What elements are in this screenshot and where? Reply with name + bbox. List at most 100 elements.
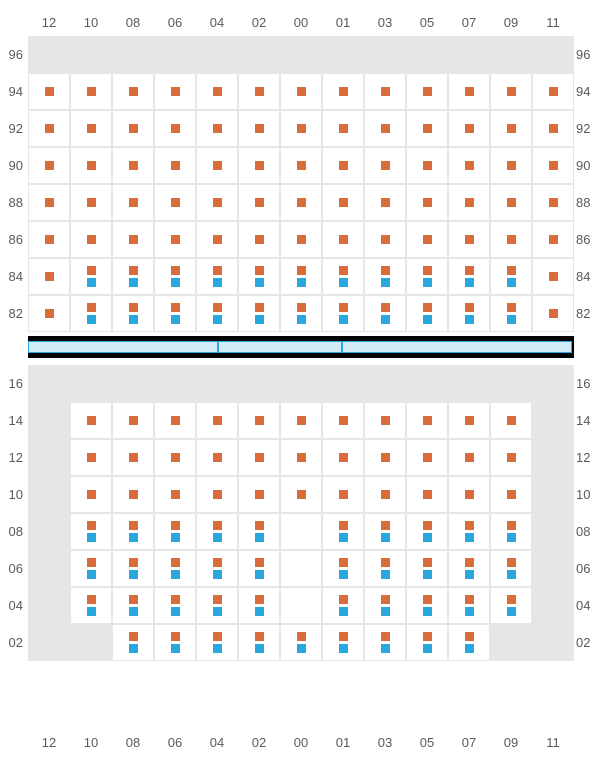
grid-cell	[532, 36, 574, 73]
marker-orange	[171, 161, 180, 170]
marker-orange	[339, 521, 348, 530]
grid-cell	[448, 365, 490, 402]
marker-orange	[129, 87, 138, 96]
marker-blue	[381, 533, 390, 542]
grid-cell	[364, 36, 406, 73]
marker-blue	[465, 607, 474, 616]
marker-orange	[465, 266, 474, 275]
marker-orange	[549, 309, 558, 318]
row-label-left: 14	[3, 413, 23, 428]
row-label-right: 86	[576, 232, 596, 247]
marker-blue	[381, 570, 390, 579]
col-label-bottom: 05	[417, 735, 437, 750]
marker-orange	[213, 124, 222, 133]
marker-blue	[255, 644, 264, 653]
grid-cell	[322, 36, 364, 73]
row-label-left: 86	[3, 232, 23, 247]
marker-orange	[129, 490, 138, 499]
marker-blue	[507, 278, 516, 287]
marker-blue	[129, 278, 138, 287]
grid-cell	[364, 295, 406, 332]
marker-orange	[171, 416, 180, 425]
marker-orange	[507, 87, 516, 96]
marker-orange	[465, 453, 474, 462]
marker-orange	[213, 198, 222, 207]
grid-cell	[238, 550, 280, 587]
grid-cell	[70, 365, 112, 402]
grid-cell	[196, 258, 238, 295]
marker-orange	[129, 303, 138, 312]
marker-orange	[423, 521, 432, 530]
marker-orange	[129, 416, 138, 425]
marker-orange	[549, 198, 558, 207]
rack-diagram: 1212101008080606040402020000010103030505…	[0, 0, 600, 760]
grid-cell	[154, 295, 196, 332]
marker-orange	[129, 453, 138, 462]
grid-cell	[280, 295, 322, 332]
marker-blue	[129, 644, 138, 653]
col-label-bottom: 07	[459, 735, 479, 750]
marker-orange	[339, 453, 348, 462]
marker-orange	[339, 595, 348, 604]
marker-orange	[297, 87, 306, 96]
row-label-left: 10	[3, 487, 23, 502]
col-label-bottom: 10	[81, 735, 101, 750]
row-label-right: 84	[576, 269, 596, 284]
marker-orange	[423, 124, 432, 133]
marker-blue	[423, 278, 432, 287]
grid-cell	[196, 624, 238, 661]
col-label-bottom: 02	[249, 735, 269, 750]
marker-blue	[507, 570, 516, 579]
grid-cell	[154, 550, 196, 587]
marker-orange	[465, 490, 474, 499]
grid-cell	[238, 295, 280, 332]
marker-orange	[423, 266, 432, 275]
grid-cell	[112, 295, 154, 332]
grid-cell	[322, 513, 364, 550]
marker-orange	[423, 490, 432, 499]
marker-blue	[87, 278, 96, 287]
marker-blue	[507, 533, 516, 542]
marker-orange	[45, 124, 54, 133]
col-label-bottom: 11	[543, 735, 563, 750]
grid-cell	[28, 587, 70, 624]
row-label-left: 88	[3, 195, 23, 210]
marker-orange	[129, 595, 138, 604]
grid-cell	[28, 513, 70, 550]
grid-cell	[364, 587, 406, 624]
marker-orange	[507, 558, 516, 567]
marker-orange	[423, 235, 432, 244]
grid-cell	[70, 258, 112, 295]
grid-cell	[448, 550, 490, 587]
grid-cell	[112, 624, 154, 661]
grid-cell	[406, 513, 448, 550]
marker-orange	[381, 235, 390, 244]
col-label-top: 10	[81, 15, 101, 30]
marker-orange	[255, 198, 264, 207]
grid-cell	[238, 258, 280, 295]
marker-orange	[465, 303, 474, 312]
marker-orange	[339, 124, 348, 133]
marker-blue	[255, 315, 264, 324]
marker-orange	[339, 266, 348, 275]
marker-orange	[549, 161, 558, 170]
marker-blue	[423, 315, 432, 324]
col-label-top: 00	[291, 15, 311, 30]
marker-blue	[213, 278, 222, 287]
grid-cell	[406, 258, 448, 295]
grid-cell	[532, 476, 574, 513]
grid-cell	[532, 402, 574, 439]
marker-orange	[45, 87, 54, 96]
marker-orange	[129, 521, 138, 530]
marker-orange	[423, 198, 432, 207]
grid-cell	[490, 624, 532, 661]
row-label-left: 06	[3, 561, 23, 576]
row-label-left: 84	[3, 269, 23, 284]
grid-cell	[406, 36, 448, 73]
row-label-left: 82	[3, 306, 23, 321]
marker-blue	[87, 607, 96, 616]
marker-orange	[381, 416, 390, 425]
marker-orange	[297, 161, 306, 170]
grid-cell	[490, 36, 532, 73]
grid-cell	[154, 36, 196, 73]
